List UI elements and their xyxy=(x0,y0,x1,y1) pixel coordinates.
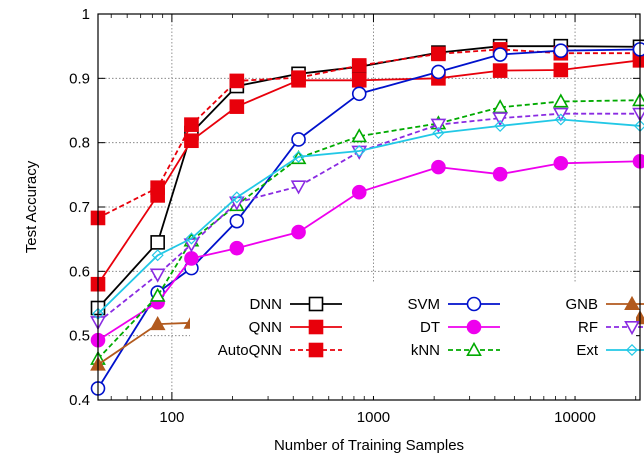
legend-label-knn: kNN xyxy=(411,342,440,359)
data-point-svm xyxy=(229,213,245,229)
legend-entry-dnn: DNN xyxy=(250,296,342,313)
data-point-ext xyxy=(353,144,366,158)
series-ext xyxy=(91,113,644,320)
data-point-qnn xyxy=(184,133,199,149)
series-line-autoqnn xyxy=(97,48,640,219)
data-point-autoqnn xyxy=(351,58,367,73)
legend-marker-gnb xyxy=(624,295,640,311)
legend-label-autoqnn: AutoQNN xyxy=(218,342,282,359)
legend-entry-ext: Ext xyxy=(576,342,644,359)
legend-entry-rf: RF xyxy=(578,319,644,336)
data-point-ext xyxy=(151,249,164,262)
data-point-autoqnn xyxy=(184,117,199,132)
data-point-dt xyxy=(632,154,644,169)
y-tick-label: 0.7 xyxy=(69,199,90,216)
data-point-svm xyxy=(632,42,644,57)
data-point-knn xyxy=(351,128,368,143)
data-point-qnn xyxy=(492,63,508,78)
legend-background xyxy=(190,282,636,396)
legend-entry-qnn: QNN xyxy=(249,319,342,336)
y-tick-label: 0.5 xyxy=(69,328,90,345)
legend-marker-qnn xyxy=(308,319,324,335)
legend-marker-dnn xyxy=(308,296,324,312)
data-point-dt xyxy=(553,155,569,171)
legend-label-rf: RF xyxy=(578,319,598,336)
data-point-ext xyxy=(292,150,305,163)
data-point-svm xyxy=(431,64,446,80)
series-line-ext xyxy=(97,118,641,315)
legend-label-dnn: DNN xyxy=(250,296,283,313)
legend-marker-svm xyxy=(466,296,482,312)
data-point-svm xyxy=(351,86,367,102)
legend-entry-knn: kNN xyxy=(411,341,500,359)
series-line-rf xyxy=(97,112,640,323)
legend-label-ext: Ext xyxy=(576,342,599,359)
data-point-autoqnn xyxy=(229,73,245,89)
legend-label-dt: DT xyxy=(420,319,440,336)
data-point-ext xyxy=(185,232,198,245)
x-tick-label: 1000 xyxy=(357,409,390,426)
x-axis-title: Number of Training Samples xyxy=(274,437,464,454)
data-point-dt xyxy=(351,184,367,200)
data-point-ext xyxy=(230,191,243,204)
legend-label-qnn: QNN xyxy=(249,319,282,336)
series-line-dnn xyxy=(97,45,641,309)
legend-marker-autoqnn xyxy=(308,342,324,358)
data-point-knn xyxy=(552,93,569,108)
legend-entry-dt: DT xyxy=(420,319,500,336)
data-point-autoqnn xyxy=(150,180,165,195)
y-axis-title: Test Accuracy xyxy=(23,160,40,253)
data-point-svm xyxy=(492,47,508,62)
series-line-dt xyxy=(97,160,641,341)
data-point-ext xyxy=(494,119,507,132)
plot-frame xyxy=(97,13,641,401)
legend-marker-ext xyxy=(625,343,639,357)
data-point-rf xyxy=(492,112,508,127)
data-point-qnn xyxy=(553,62,569,78)
data-point-svm xyxy=(291,132,306,147)
data-point-knn xyxy=(149,287,166,302)
legend: DNN QNN AutoQNN SVM DT kNN GNB RF Ext xyxy=(190,282,644,396)
legend-marker-dt xyxy=(466,319,482,335)
series-line-qnn xyxy=(97,59,641,285)
data-point-dt xyxy=(492,166,508,182)
data-point-dt xyxy=(291,224,306,240)
data-point-svm xyxy=(553,43,569,58)
data-point-ext xyxy=(554,113,567,126)
data-point-qnn xyxy=(351,72,367,88)
y-tick-label: 0.6 xyxy=(69,263,90,280)
y-tick-label: 1 xyxy=(82,6,90,23)
y-tick-label: 0.4 xyxy=(69,392,90,409)
x-tick-label: 100 xyxy=(159,409,184,426)
data-point-rf xyxy=(149,268,166,283)
data-point-rf xyxy=(430,118,447,133)
data-point-dt xyxy=(431,159,446,175)
data-point-dt xyxy=(229,240,245,256)
x-tick-label: 10000 xyxy=(554,409,596,426)
data-point-dt xyxy=(184,251,199,266)
legend-entry-svm: SVM xyxy=(407,296,500,313)
legend-entry-autoqnn: AutoQNN xyxy=(218,342,342,359)
data-point-rf xyxy=(290,180,307,195)
legend-label-svm: SVM xyxy=(407,296,440,313)
legend-marker-rf xyxy=(624,320,640,336)
data-point-ext xyxy=(432,126,445,140)
legend-entry-gnb: GNB xyxy=(565,295,644,313)
series-dt xyxy=(90,154,644,348)
data-point-autoqnn xyxy=(291,70,306,85)
data-point-autoqnn xyxy=(431,46,446,62)
data-point-qnn xyxy=(229,99,245,114)
legend-label-gnb: GNB xyxy=(565,296,598,313)
data-point-gnb xyxy=(149,315,166,331)
y-tick-label: 0.9 xyxy=(69,70,90,87)
data-point-dnn xyxy=(150,235,165,250)
y-tick-label: 0.8 xyxy=(69,135,90,152)
legend-marker-knn xyxy=(466,341,482,357)
